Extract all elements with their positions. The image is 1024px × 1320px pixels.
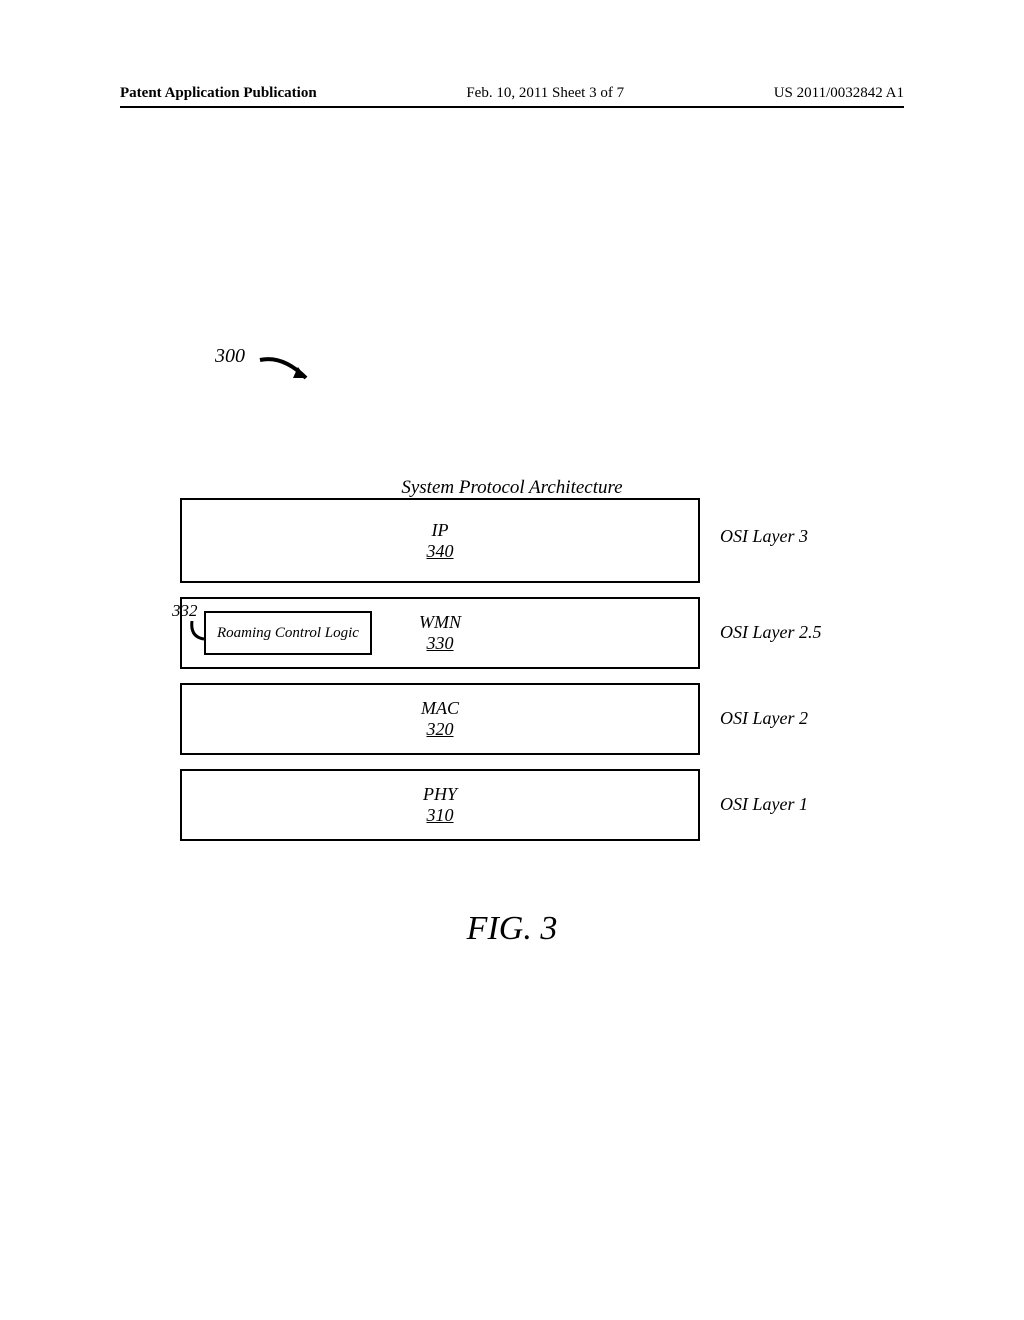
roaming-control-label: Roaming Control Logic <box>217 625 359 642</box>
layer-box-ip: IP 340 <box>180 498 700 583</box>
layer-box-phy: PHY 310 <box>180 769 700 841</box>
layer-box-wmn: 332 Roaming Control Logic WMN 330 <box>180 597 700 669</box>
diagram-title: System Protocol Architecture <box>0 477 1024 499</box>
figure-label: FIG. 3 <box>0 910 1024 948</box>
osi-label-3: OSI Layer 3 <box>720 526 808 547</box>
header-center: Feb. 10, 2011 Sheet 3 of 7 <box>466 85 624 102</box>
header-divider <box>120 106 904 108</box>
reference-label: 300 <box>215 345 245 368</box>
osi-label-2: OSI Layer 2 <box>720 708 808 729</box>
header-right: US 2011/0032842 A1 <box>774 85 904 102</box>
layer-box-mac: MAC 320 <box>180 683 700 755</box>
layer-name: WMN <box>419 612 461 633</box>
layer-ref: 320 <box>427 719 454 740</box>
layer-ref: 340 <box>427 541 454 562</box>
layer-ref: 310 <box>427 805 454 826</box>
osi-label-1: OSI Layer 1 <box>720 794 808 815</box>
layer-name: IP <box>432 520 449 541</box>
osi-label-25: OSI Layer 2.5 <box>720 622 822 643</box>
layer-name: PHY <box>423 784 457 805</box>
layer-name: MAC <box>421 698 459 719</box>
roaming-control-box: Roaming Control Logic <box>204 611 372 655</box>
roaming-ref-label: 332 <box>172 601 198 621</box>
curved-arrow-icon <box>258 350 328 390</box>
diagram-container: IP 340 332 Roaming Control Logic WMN 330… <box>180 498 700 841</box>
header: Patent Application Publication Feb. 10, … <box>0 85 1024 102</box>
header-left: Patent Application Publication <box>120 85 317 102</box>
layer-ref: 330 <box>427 633 454 654</box>
